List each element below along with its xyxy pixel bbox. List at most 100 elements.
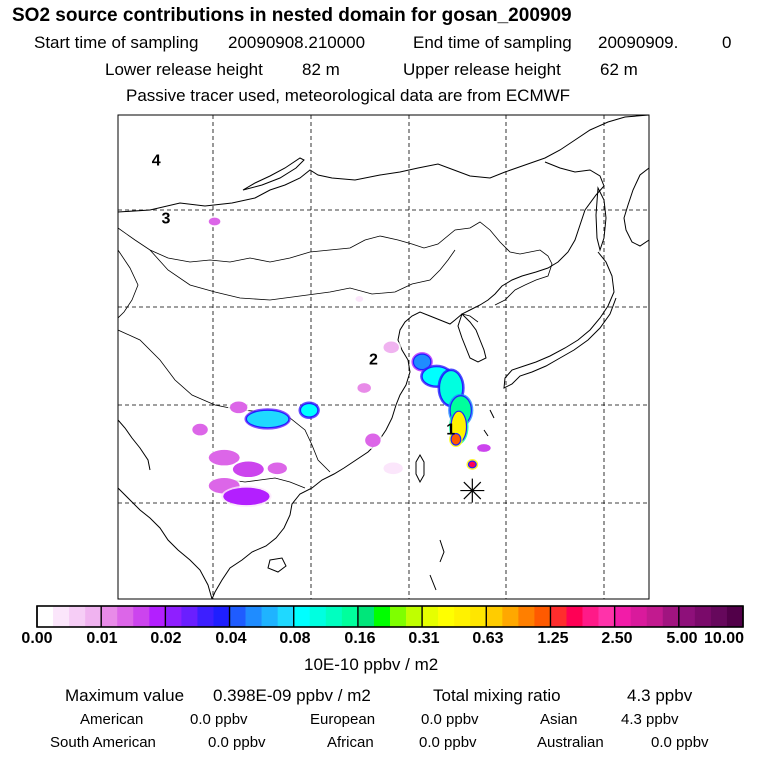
colorbar-cell (53, 606, 70, 627)
end-time-value-hours: 0 (722, 33, 732, 52)
colorbar-cell (373, 606, 391, 627)
plume-core (192, 423, 208, 436)
coastline-japan (503, 251, 617, 389)
colorbar-cell (486, 606, 503, 627)
plume-core (450, 432, 462, 446)
border-korea (461, 313, 479, 323)
plume-core (232, 461, 264, 478)
colorbar-cell (197, 606, 214, 627)
border-central-asia (118, 249, 139, 319)
colorbar-cell (710, 606, 728, 627)
border-mongolia-china (149, 249, 456, 301)
coastline-arctic (118, 115, 649, 213)
colorbar-cell (325, 606, 343, 627)
colorbar-frame (36, 605, 744, 628)
colorbar-cell (550, 606, 567, 627)
start-time-value: 20090908.210000 (228, 33, 366, 52)
domain-label: 2 (369, 352, 378, 369)
colorbar-cell (213, 606, 230, 627)
region-value: 0.0 ppbv (419, 734, 477, 751)
colorbar-cell (245, 606, 262, 627)
colorbar-cell (582, 606, 599, 627)
max-value: 0.398E-09 ppbv / m2 (213, 686, 371, 705)
plume-core (477, 444, 491, 452)
colorbar-cell (694, 606, 712, 627)
coastlines (118, 115, 649, 599)
plume-core (229, 401, 248, 414)
colorbar-cell (37, 606, 54, 627)
colorbar-cell (406, 606, 423, 627)
colorbar-cell (133, 606, 150, 627)
region-name: European (310, 711, 376, 728)
colorbar-cell (534, 606, 551, 627)
region-name: African (327, 734, 374, 751)
region-name: South American (50, 734, 156, 751)
plume-core (267, 462, 287, 475)
domain-label: 3 (161, 210, 170, 227)
colorbar-cell (646, 606, 664, 627)
colorbar-cell (117, 606, 134, 627)
plume-core (537, 469, 548, 478)
plume-core (245, 409, 290, 429)
colorbar-cell (277, 606, 295, 627)
colorbar-tick-label: 0.02 (150, 630, 182, 647)
colorbar-cell (181, 606, 198, 627)
colorbar-tick-label: 0.31 (408, 630, 440, 647)
end-time-label: End time of sampling (413, 33, 572, 52)
colorbar-tick-label: 10.00 (703, 630, 745, 647)
colorbar-cell (309, 606, 327, 627)
lower-release-label: Lower release height (105, 60, 263, 79)
region-value: 0.0 ppbv (190, 711, 248, 728)
plume-core (467, 460, 477, 469)
total-mixing-label: Total mixing ratio (433, 686, 561, 705)
colorbar-tick-label: 0.00 (21, 630, 53, 647)
colorbar-tick-label: 0.08 (279, 630, 311, 647)
colorbar-cell (470, 606, 487, 627)
region-value: 0.0 ppbv (421, 711, 479, 728)
receptor-marker (463, 481, 482, 500)
colorbar-tick-label: 0.01 (86, 630, 118, 647)
lower-release-value: 82 m (302, 60, 340, 79)
region-name: Australian (537, 734, 604, 751)
region-name: American (80, 711, 144, 728)
colorbar-cell (149, 606, 166, 627)
receptor-layer (460, 478, 485, 503)
plume-core (208, 449, 240, 466)
coastline-taymyr (242, 157, 305, 191)
colorbar-cell (630, 606, 648, 627)
colorbar-cell (69, 606, 86, 627)
upper-release-label: Upper release height (403, 60, 561, 79)
colorbar-cell (502, 606, 519, 627)
colorbar-cell (518, 606, 535, 627)
colorbar-cell (598, 606, 615, 627)
coastline-taiwan (415, 453, 425, 484)
max-value-label: Maximum value (65, 686, 185, 705)
colorbar-cell (341, 606, 359, 627)
coastline-korea (457, 313, 487, 363)
colorbar-unit: 10E-10 ppbv / m2 (304, 655, 439, 674)
colorbar-cell (438, 606, 455, 627)
colorbar-cell (422, 606, 439, 627)
colorbar-cell (454, 606, 471, 627)
colorbar (36, 605, 744, 628)
colorbar-cell (726, 606, 744, 627)
plume-core (355, 296, 364, 302)
colorbar-cell (566, 606, 583, 627)
colorbar-cell (357, 606, 375, 627)
colorbar-cell (165, 606, 182, 627)
border-russia-china-mongolia (118, 221, 553, 306)
colorbar-cell (229, 606, 246, 627)
colorbar-cell (678, 606, 696, 627)
plume-core (383, 341, 399, 354)
coastline-kamchatka (623, 167, 649, 247)
colorbar-cell (85, 606, 102, 627)
plume-core (208, 217, 221, 226)
plume-core (383, 462, 403, 475)
plot-title: SO2 source contributions in nested domai… (12, 5, 572, 26)
map-background (118, 115, 649, 599)
colorbar-cell (662, 606, 680, 627)
region-value: 0.0 ppbv (208, 734, 266, 751)
border-south-china (229, 477, 306, 489)
start-time-label: Start time of sampling (34, 33, 199, 52)
